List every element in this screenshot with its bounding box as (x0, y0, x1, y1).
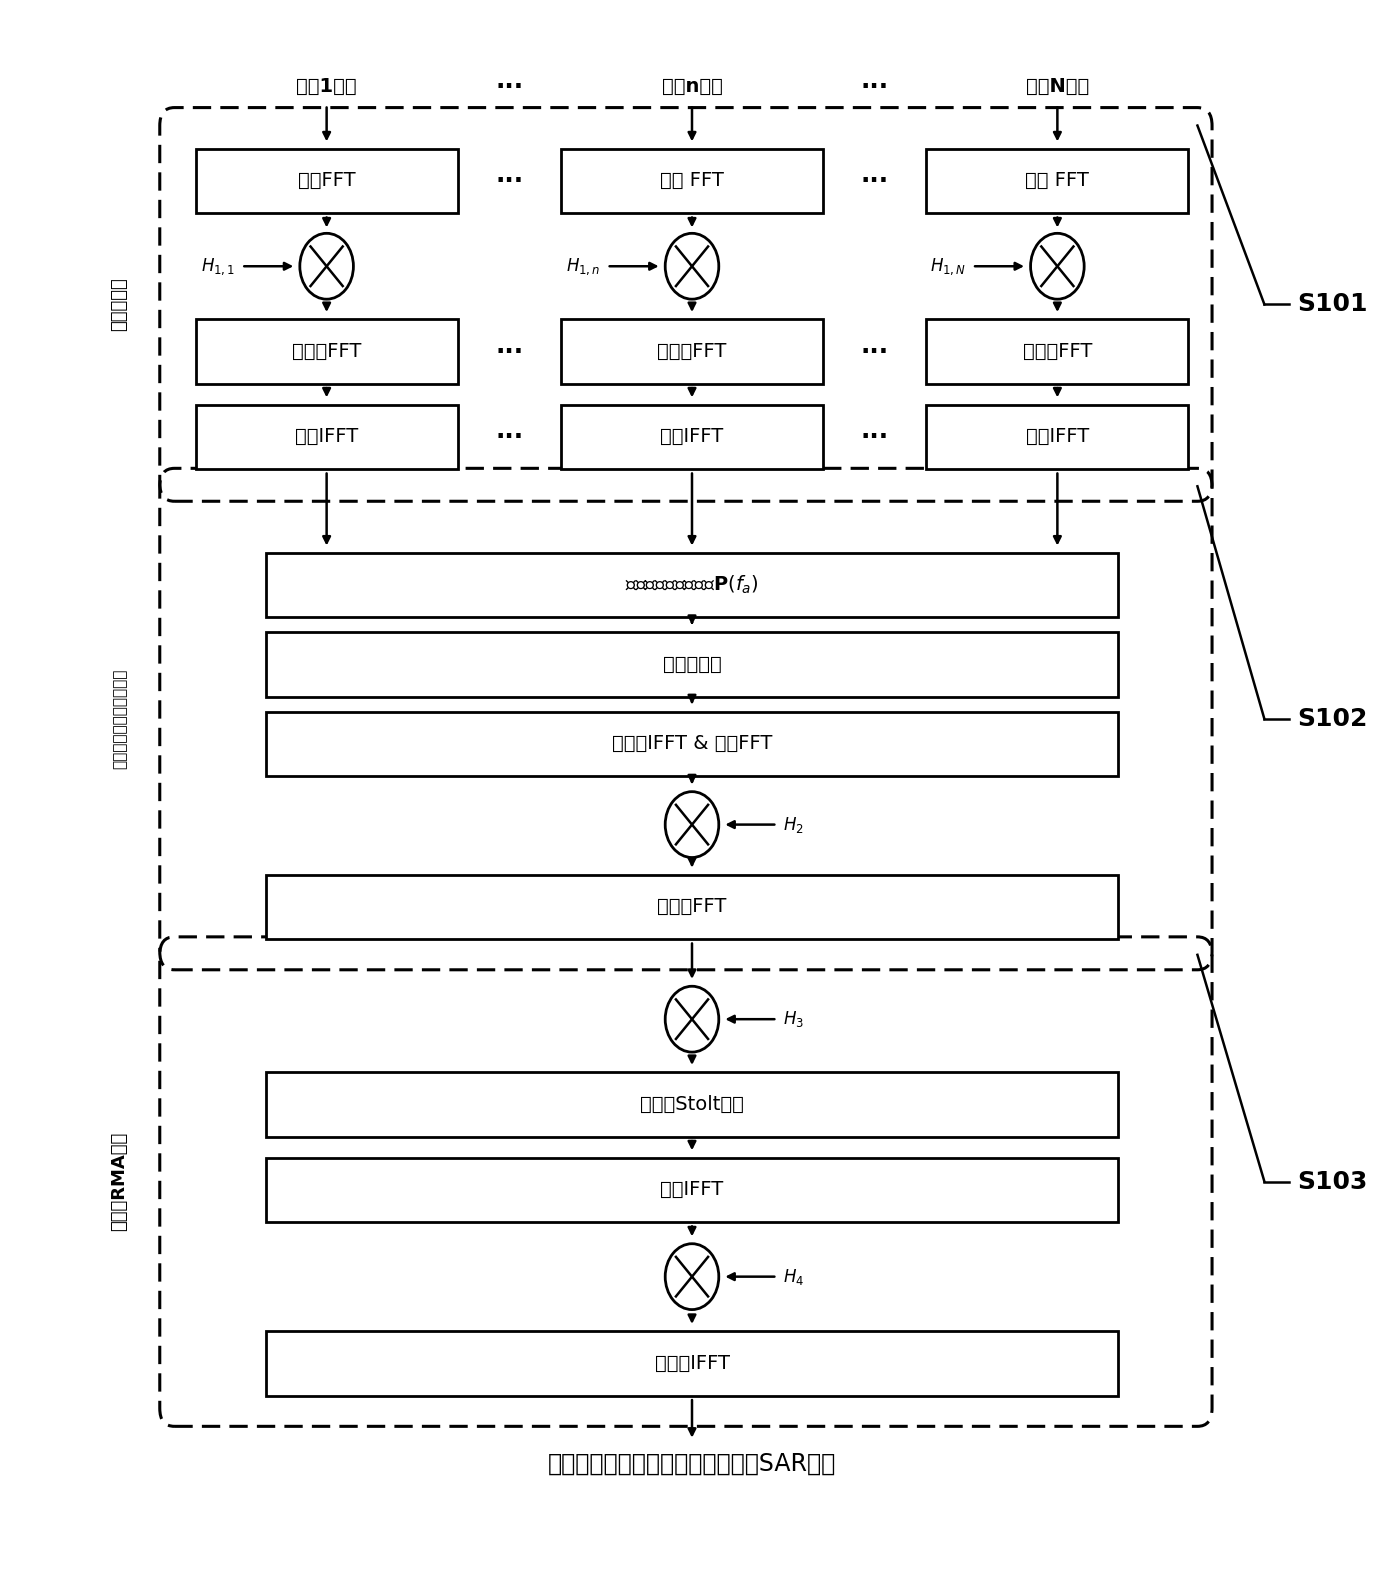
Text: 距离 FFT: 距离 FFT (660, 171, 724, 190)
Text: ···: ··· (861, 74, 889, 98)
FancyBboxPatch shape (266, 1158, 1118, 1221)
Text: ···: ··· (495, 425, 523, 448)
Text: 通道1数据: 通道1数据 (296, 78, 357, 97)
Text: 距离IFFT: 距离IFFT (660, 1180, 724, 1199)
FancyBboxPatch shape (926, 406, 1189, 469)
FancyBboxPatch shape (266, 711, 1118, 776)
Text: 方位向FFT: 方位向FFT (292, 342, 361, 361)
Text: ···: ··· (861, 169, 889, 193)
FancyBboxPatch shape (266, 874, 1118, 939)
Text: 方位预处理: 方位预处理 (111, 277, 129, 331)
Text: 改进的RMA算法: 改进的RMA算法 (111, 1133, 129, 1231)
Circle shape (666, 1243, 718, 1310)
Circle shape (666, 233, 718, 299)
Circle shape (666, 987, 718, 1052)
Text: 方位向IFFT & 距离FFT: 方位向IFFT & 距离FFT (612, 735, 772, 754)
Text: 方位向补零: 方位向补零 (663, 654, 721, 673)
FancyBboxPatch shape (561, 149, 823, 214)
Text: S102: S102 (1297, 706, 1367, 732)
FancyBboxPatch shape (266, 1072, 1118, 1137)
FancyBboxPatch shape (195, 149, 458, 214)
FancyBboxPatch shape (195, 406, 458, 469)
Text: $H_{1,n}$: $H_{1,n}$ (566, 257, 601, 277)
FancyBboxPatch shape (266, 553, 1118, 618)
Text: $H_{1,N}$: $H_{1,N}$ (930, 257, 966, 277)
Text: 斜视方位多波束信号重建: 斜视方位多波束信号重建 (112, 668, 127, 770)
FancyBboxPatch shape (195, 320, 458, 383)
Text: 方位多通道数据重建$\mathbf{P}$$(f_a)$: 方位多通道数据重建$\mathbf{P}$$(f_a)$ (626, 573, 758, 596)
Text: $H_3$: $H_3$ (783, 1009, 804, 1030)
Text: S103: S103 (1297, 1169, 1367, 1194)
Text: ···: ··· (495, 339, 523, 364)
Text: S101: S101 (1297, 293, 1367, 317)
Text: 方位向FFT: 方位向FFT (1023, 342, 1092, 361)
Text: 方位向IFFT: 方位向IFFT (655, 1354, 729, 1373)
Text: ···: ··· (495, 74, 523, 98)
Text: ···: ··· (861, 339, 889, 364)
Text: $H_4$: $H_4$ (783, 1267, 804, 1286)
Text: 距离IFFT: 距离IFFT (660, 428, 724, 447)
Text: 斜视偏置相位中心方位多波束星载SAR图像: 斜视偏置相位中心方位多波束星载SAR图像 (548, 1453, 836, 1476)
FancyBboxPatch shape (926, 320, 1189, 383)
Text: ···: ··· (861, 425, 889, 448)
Circle shape (300, 233, 353, 299)
Text: 方位向FFT: 方位向FFT (657, 898, 727, 917)
Text: $H_{1,1}$: $H_{1,1}$ (201, 257, 235, 277)
Text: 距离 FFT: 距离 FFT (1026, 171, 1089, 190)
Circle shape (1031, 233, 1084, 299)
Text: 距离IFFT: 距离IFFT (1026, 428, 1089, 447)
Text: 通道N数据: 通道N数据 (1026, 78, 1089, 97)
Text: 方位向FFT: 方位向FFT (657, 342, 727, 361)
FancyBboxPatch shape (266, 632, 1118, 697)
FancyBboxPatch shape (561, 320, 823, 383)
Text: ···: ··· (495, 169, 523, 193)
Text: 距离FFT: 距离FFT (298, 171, 356, 190)
FancyBboxPatch shape (561, 406, 823, 469)
Circle shape (666, 792, 718, 857)
Text: 距离IFFT: 距离IFFT (295, 428, 358, 447)
Text: 改进的Stolt插值: 改进的Stolt插值 (639, 1095, 745, 1114)
Text: $H_2$: $H_2$ (783, 814, 804, 835)
FancyBboxPatch shape (266, 1331, 1118, 1396)
FancyBboxPatch shape (926, 149, 1189, 214)
Text: 通道n数据: 通道n数据 (662, 78, 722, 97)
